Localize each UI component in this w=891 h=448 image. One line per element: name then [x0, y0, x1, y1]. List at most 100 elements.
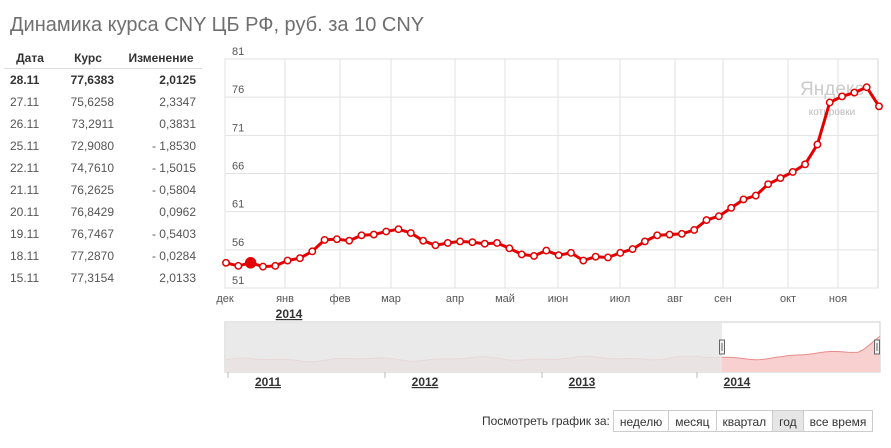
- page-title: Динамика курса CNY ЦБ РФ, руб. за 10 CNY: [10, 14, 425, 36]
- row-change: 0,3831: [159, 117, 196, 131]
- data-point: [357, 231, 366, 240]
- data-point: [813, 140, 822, 149]
- period-selector: Посмотреть график за: неделю месяц кварт…: [482, 409, 874, 433]
- table-row: 19.11 76,7467 - 0,5403: [4, 223, 202, 245]
- x-tick-label: сен: [714, 293, 732, 305]
- row-rate: 76,2625: [70, 183, 114, 197]
- row-change: - 0,5804: [151, 183, 196, 197]
- table-row: 20.11 76,8429 0,0962: [4, 201, 202, 223]
- row-change: 2,0125: [159, 73, 196, 87]
- data-point: [394, 225, 403, 234]
- data-point: [554, 251, 563, 260]
- period-quarter-button[interactable]: квартал: [715, 410, 774, 432]
- x-tick-label: апр: [446, 293, 464, 305]
- data-point: [838, 92, 846, 101]
- data-point: [295, 254, 304, 263]
- x-tick-label: фев: [329, 293, 350, 305]
- rates-table: Дата Курс Изменение 28.11 77,6383 2,0125 2…: [4, 48, 202, 289]
- table-row: 28.11 77,6383 2,0125: [4, 69, 202, 92]
- data-point: [431, 241, 440, 250]
- data-point: [628, 245, 637, 254]
- data-point: [690, 226, 699, 234]
- period-month-button[interactable]: месяц: [668, 410, 717, 432]
- data-point: [244, 257, 257, 269]
- data-point: [222, 258, 230, 267]
- data-point: [406, 229, 415, 237]
- data-point: [776, 174, 785, 183]
- navigator-year-label: 2013: [569, 375, 596, 389]
- row-rate: 72,9080: [70, 139, 114, 153]
- period-week-button[interactable]: неделю: [612, 410, 670, 432]
- data-point: [382, 227, 391, 236]
- data-point: [714, 212, 723, 221]
- data-point: [234, 261, 243, 270]
- table-row: 18.11 77,2870 - 0,0284: [4, 245, 202, 267]
- period-year-button[interactable]: год: [772, 410, 804, 432]
- row-rate: 74,7610: [70, 161, 114, 175]
- data-point: [653, 231, 662, 240]
- y-tick-label: 56: [232, 237, 244, 249]
- data-point: [308, 247, 317, 256]
- data-point: [480, 239, 489, 248]
- y-tick-label: 81: [232, 46, 244, 58]
- data-point: [567, 248, 575, 257]
- data-point: [419, 236, 428, 245]
- data-point: [345, 236, 354, 245]
- row-date: 28.11: [10, 73, 40, 87]
- navigator-year-label: 2012: [412, 375, 439, 389]
- navigator-year-label: 2011: [255, 375, 281, 389]
- row-change: 2,3347: [159, 95, 196, 109]
- data-point: [640, 237, 649, 246]
- row-date: 21.11: [10, 183, 40, 197]
- data-point: [468, 238, 477, 247]
- row-rate: 77,3154: [70, 271, 114, 285]
- data-point: [332, 235, 341, 244]
- row-rate: 73,2911: [71, 117, 115, 131]
- y-tick-label: 76: [232, 84, 244, 96]
- table-row: 22.11 74,7610 - 1,5015: [4, 157, 202, 179]
- range-navigator[interactable]: 2011 2012 2013 2014: [224, 321, 881, 389]
- x-tick-label: дек: [216, 293, 234, 305]
- table-row: 25.11 72,9080 - 1,8530: [4, 135, 202, 157]
- data-point: [271, 261, 280, 270]
- table-header-row: Дата Курс Изменение: [4, 48, 202, 69]
- y-tick-label: 71: [232, 122, 244, 134]
- row-rate: 76,8429: [70, 205, 114, 219]
- row-change: - 1,8530: [151, 139, 196, 153]
- data-point: [443, 239, 452, 247]
- row-change: 2,0133: [159, 271, 196, 285]
- data-point: [862, 83, 871, 92]
- table-row: 27.11 75,6258 2,3347: [4, 91, 202, 113]
- row-change: 0,0962: [159, 205, 196, 219]
- data-point: [616, 248, 625, 257]
- row-date: 20.11: [10, 205, 40, 219]
- col-date-header: Дата: [4, 48, 56, 69]
- table-row: 21.11 76,2625 - 0,5804: [4, 179, 202, 201]
- data-point: [530, 251, 538, 260]
- row-date: 22.11: [10, 161, 40, 175]
- row-change: - 1,5015: [151, 161, 196, 175]
- period-selector-label: Посмотреть график за:: [482, 414, 610, 428]
- row-date: 25.11: [10, 139, 40, 153]
- data-point: [579, 256, 588, 265]
- navigator-mask: [225, 322, 722, 372]
- chart-grid: [224, 58, 879, 289]
- data-point: [764, 180, 773, 189]
- data-point: [751, 191, 760, 200]
- period-all-button[interactable]: все время: [802, 410, 874, 432]
- data-point: [505, 244, 514, 253]
- data-point: [677, 229, 686, 238]
- x-tick-label: ноя: [829, 293, 847, 305]
- row-date: 15.11: [10, 271, 40, 285]
- row-date: 18.11: [10, 249, 40, 263]
- data-point: [850, 88, 859, 97]
- data-point: [369, 230, 378, 239]
- x-axis-labels: дек янв фев мар апр май июн июл авг сен окт ноя 2014: [216, 293, 847, 321]
- x-tick-label: янв: [276, 293, 294, 305]
- row-rate: 75,6258: [70, 95, 114, 109]
- data-point: [801, 160, 810, 169]
- data-point: [320, 235, 329, 244]
- series-line: [222, 83, 883, 271]
- x-tick-label: мар: [381, 293, 401, 305]
